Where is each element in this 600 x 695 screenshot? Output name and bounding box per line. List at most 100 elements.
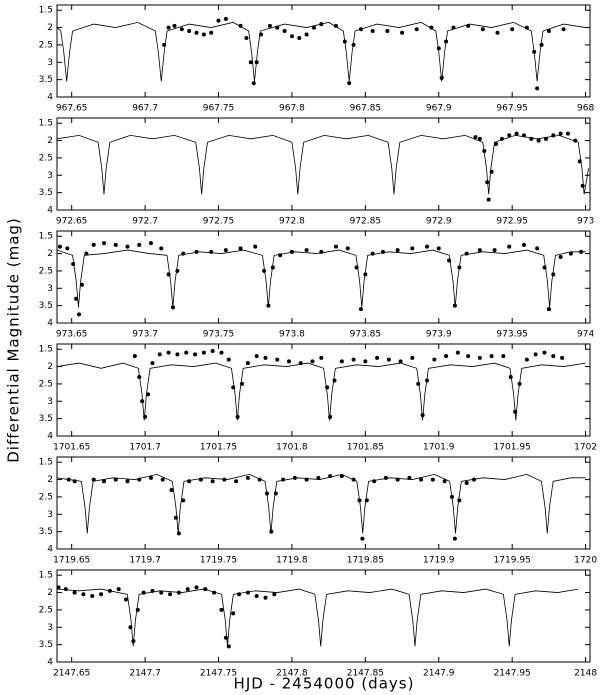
y-tick-label: 2 xyxy=(47,136,53,146)
data-point xyxy=(184,350,189,355)
data-point xyxy=(372,479,377,484)
data-point xyxy=(137,242,142,247)
y-tick-label: 2 xyxy=(47,588,53,598)
data-point xyxy=(304,32,309,37)
data-point xyxy=(442,479,447,484)
data-point xyxy=(162,42,167,47)
x-axis-title: HJD - 2454000 (days) xyxy=(234,675,415,693)
data-point xyxy=(477,136,482,141)
data-point xyxy=(568,251,573,256)
data-point xyxy=(489,169,494,174)
data-point xyxy=(580,183,585,188)
y-tick-label: 2 xyxy=(47,249,53,259)
data-point xyxy=(238,246,243,251)
data-point xyxy=(194,249,199,254)
data-point xyxy=(420,413,425,418)
data-point xyxy=(175,352,180,357)
data-point xyxy=(385,29,390,34)
data-point xyxy=(561,27,566,32)
data-point xyxy=(172,23,177,28)
data-point xyxy=(477,355,482,360)
data-point xyxy=(168,592,173,597)
data-point xyxy=(91,242,96,247)
x-tick-label: 973 xyxy=(577,217,594,227)
data-point xyxy=(175,268,180,273)
y-tick-label: 4 xyxy=(47,206,53,216)
data-point xyxy=(351,357,356,362)
data-point xyxy=(226,357,231,362)
data-point xyxy=(425,378,430,383)
y-tick-label: 2.5 xyxy=(39,266,53,276)
data-point xyxy=(91,477,96,482)
data-point xyxy=(501,354,506,359)
data-point xyxy=(148,475,153,480)
data-point xyxy=(565,131,570,136)
data-point xyxy=(419,477,424,482)
y-tick-label: 4 xyxy=(47,319,53,329)
x-tick-label: 973.95 xyxy=(496,330,528,340)
plot-area xyxy=(57,131,589,202)
data-point xyxy=(486,197,491,202)
x-tick-label: 973.8 xyxy=(279,330,305,340)
data-point xyxy=(210,348,215,353)
data-point xyxy=(245,475,250,480)
data-point xyxy=(472,477,477,482)
data-point xyxy=(74,296,79,301)
data-point xyxy=(507,133,512,138)
data-point xyxy=(278,253,283,258)
plot-area xyxy=(57,16,586,91)
data-point xyxy=(333,23,338,28)
data-point xyxy=(201,32,206,37)
data-point xyxy=(410,246,415,251)
y-tick-label: 2.5 xyxy=(39,153,53,163)
x-tick-label: 2147.8 xyxy=(276,669,308,679)
y-tick-label: 1.5 xyxy=(39,345,53,355)
data-point xyxy=(248,60,253,65)
data-point xyxy=(360,536,365,541)
data-point xyxy=(444,39,449,44)
model-curve xyxy=(57,21,586,82)
data-point xyxy=(253,244,258,249)
data-point xyxy=(181,251,186,256)
x-tick-label: 1701.95 xyxy=(494,443,531,453)
data-point xyxy=(244,35,249,40)
data-point xyxy=(251,81,256,86)
data-point xyxy=(223,635,228,640)
x-tick-label: 973.75 xyxy=(203,330,235,340)
data-point xyxy=(170,305,175,310)
data-point xyxy=(573,138,578,143)
data-point xyxy=(187,29,192,34)
data-point xyxy=(286,359,291,364)
data-point xyxy=(289,249,294,254)
data-point xyxy=(364,498,369,503)
y-tick-label: 3 xyxy=(47,510,53,520)
y-tick-label: 2.5 xyxy=(39,492,53,502)
data-point xyxy=(254,594,259,599)
model-curve xyxy=(57,588,579,647)
x-tick-label: 973.65 xyxy=(56,330,88,340)
data-point xyxy=(539,42,544,47)
data-point xyxy=(429,25,434,30)
data-point xyxy=(551,272,556,277)
data-point xyxy=(370,251,375,256)
data-point xyxy=(157,352,162,357)
x-tick-label: 1719.8 xyxy=(276,556,308,566)
y-tick-label: 2.5 xyxy=(39,40,53,50)
x-tick-label: 972.9 xyxy=(426,217,452,227)
x-tick-label: 972.65 xyxy=(56,217,88,227)
data-point xyxy=(473,135,478,140)
data-point xyxy=(425,244,430,249)
data-point xyxy=(551,354,556,359)
model-curve xyxy=(57,134,589,195)
data-point xyxy=(510,27,515,32)
data-point xyxy=(339,474,344,479)
data-point xyxy=(292,475,297,480)
data-point xyxy=(560,355,565,360)
data-point xyxy=(63,587,68,592)
data-point xyxy=(398,359,403,364)
x-tick-label: 972.8 xyxy=(279,217,305,227)
x-tick-label: 1719.75 xyxy=(200,556,237,566)
data-point xyxy=(332,378,337,383)
x-tick-label: 1719.9 xyxy=(423,556,455,566)
x-tick-label: 1701.65 xyxy=(53,443,90,453)
